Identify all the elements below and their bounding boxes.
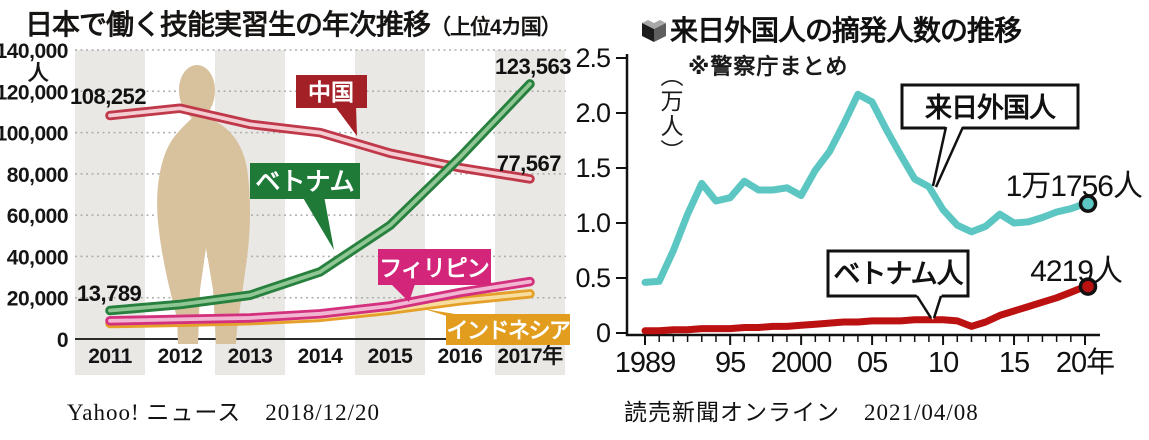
vietnamese-callout-pointer [916,294,942,320]
philippines-callout: フィリピン [378,249,491,302]
x-tick-label: 95 [715,347,745,379]
vietnam-start-value: 13,789 [77,281,142,306]
series-line-inner [108,106,532,181]
x-tick-label: 2016 [438,345,483,368]
y-tick-label: 2.5 [575,43,610,73]
series-line-inner [108,279,532,323]
foreigners-pointer-edge [934,126,965,188]
indonesia-callout-label: インドネシア [446,318,571,343]
x-tick-label: 05 [857,347,887,379]
vietnam-callout: ベトナム [250,163,360,250]
x-tick-label: 15 [999,347,1029,379]
x-tick-label: 2011 [88,345,132,368]
y-tick-label: 0 [596,318,610,348]
y-tick-label: 100,000 [0,123,68,146]
series-line [641,90,1089,286]
foreigners-pointer-edge [931,126,948,187]
china-end-value: 77,567 [497,151,562,176]
china-start-value: 108,252 [70,84,146,109]
trainees-series [105,79,535,329]
foreigners-end-value: 1万1756人 [1006,170,1142,203]
vietnamese-callout-box [826,249,970,298]
series-line [641,283,1089,335]
trainees-title-main: 日本で働く技能実習生の年次推移 [25,9,431,40]
x-tick-label: 10 [928,347,958,379]
indonesia-callout-box [446,314,570,345]
china-callout: 中国 [296,75,367,136]
china-callout-label: 中国 [308,79,354,105]
x-tick-label: 2014 [298,345,344,368]
trainees-source-caption: Yahoo! ニュース 2018/12/20 [67,400,381,425]
indonesia-callout: インドネシア [424,309,572,345]
philippines-callout-pointer [391,284,415,302]
y-tick-label: 60,000 [7,205,68,228]
trainees-title-suffix: （上位4カ国） [430,16,562,39]
x-tick-label: 2017年 [497,344,563,368]
arrests-chart-title: 来日外国人の摘発人数の推移 [641,9,1022,49]
trainees-axis-labels: 020,00040,00060,00080,000100,000120,0001… [0,40,564,368]
arrests-chart-note: ※警察庁まとめ [688,54,849,79]
y-tick-label: 120,000 [0,81,68,104]
series-endpoint-marker [1078,277,1098,296]
y-tick-label: 20,000 [7,288,68,311]
y-tick-label: 80,000 [7,164,68,187]
vietnamese-pointer-edge [915,295,933,319]
x-tick-label: 1989 [615,347,676,379]
x-tick-label: 2015 [368,345,414,368]
vietnamese-callout: ベトナム人 [826,249,970,320]
vietnam-end-value: 123,563 [495,54,571,79]
vietnam-callout-pointer [302,196,334,250]
y-tick-label: 2.0 [575,98,610,128]
arrests-source-caption: 読売新聞オンライン 2021/04/08 [624,400,979,425]
vietnam-callout-box [250,163,360,199]
foreigners-callout-box [900,83,1080,130]
y-tick-label: 0 [57,329,68,352]
vietnamese-end-value: 4219人 [1030,255,1122,288]
x-tick-label: 2013 [228,345,273,368]
philippines-callout-label: フィリピン [379,255,489,281]
y-axis-unit-label: 人 [28,62,49,85]
y-tick-label: 140,000 [0,40,68,63]
foreigners-callout-label: 来日外国人 [925,93,1056,123]
x-tick-label: 2000 [771,347,832,379]
china-callout-box [296,75,367,108]
y-tick-label: 0.5 [575,263,610,293]
person-silhouette [157,65,250,344]
vietnamese-callout-label: ベトナム人 [833,259,963,289]
vietnam-callout-label: ベトナム [255,168,354,196]
y-tick-label: 1.0 [575,208,610,238]
x-tick-label: 2012 [158,345,203,368]
vietnamese-pointer-edge [932,295,943,319]
series-line-inner [108,82,532,313]
arrests-series [641,90,1098,335]
cube-icon [641,16,667,43]
y-tick-label: 1.5 [575,153,610,183]
x-tick-label: 20年 [1056,346,1114,379]
china-callout-pointer [334,105,357,136]
arrests-title-text: 来日外国人の摘発人数の推移 [670,15,1022,46]
series-endpoint-marker [1078,194,1098,213]
y-tick-label: 40,000 [7,246,68,269]
philippines-callout-box [378,249,491,285]
foreigners-callout: 来日外国人 [900,83,1080,188]
trainees-chart-title: 日本で働く技能実習生の年次推移（上位4カ国） [25,3,562,43]
arrests-axes: 0 0.5 1.0 1.5 2.0 2.5 1989 95 2000 05 10 15 20年 [575,43,1115,379]
arrests-y-axis-unit: （万人） [657,64,683,164]
